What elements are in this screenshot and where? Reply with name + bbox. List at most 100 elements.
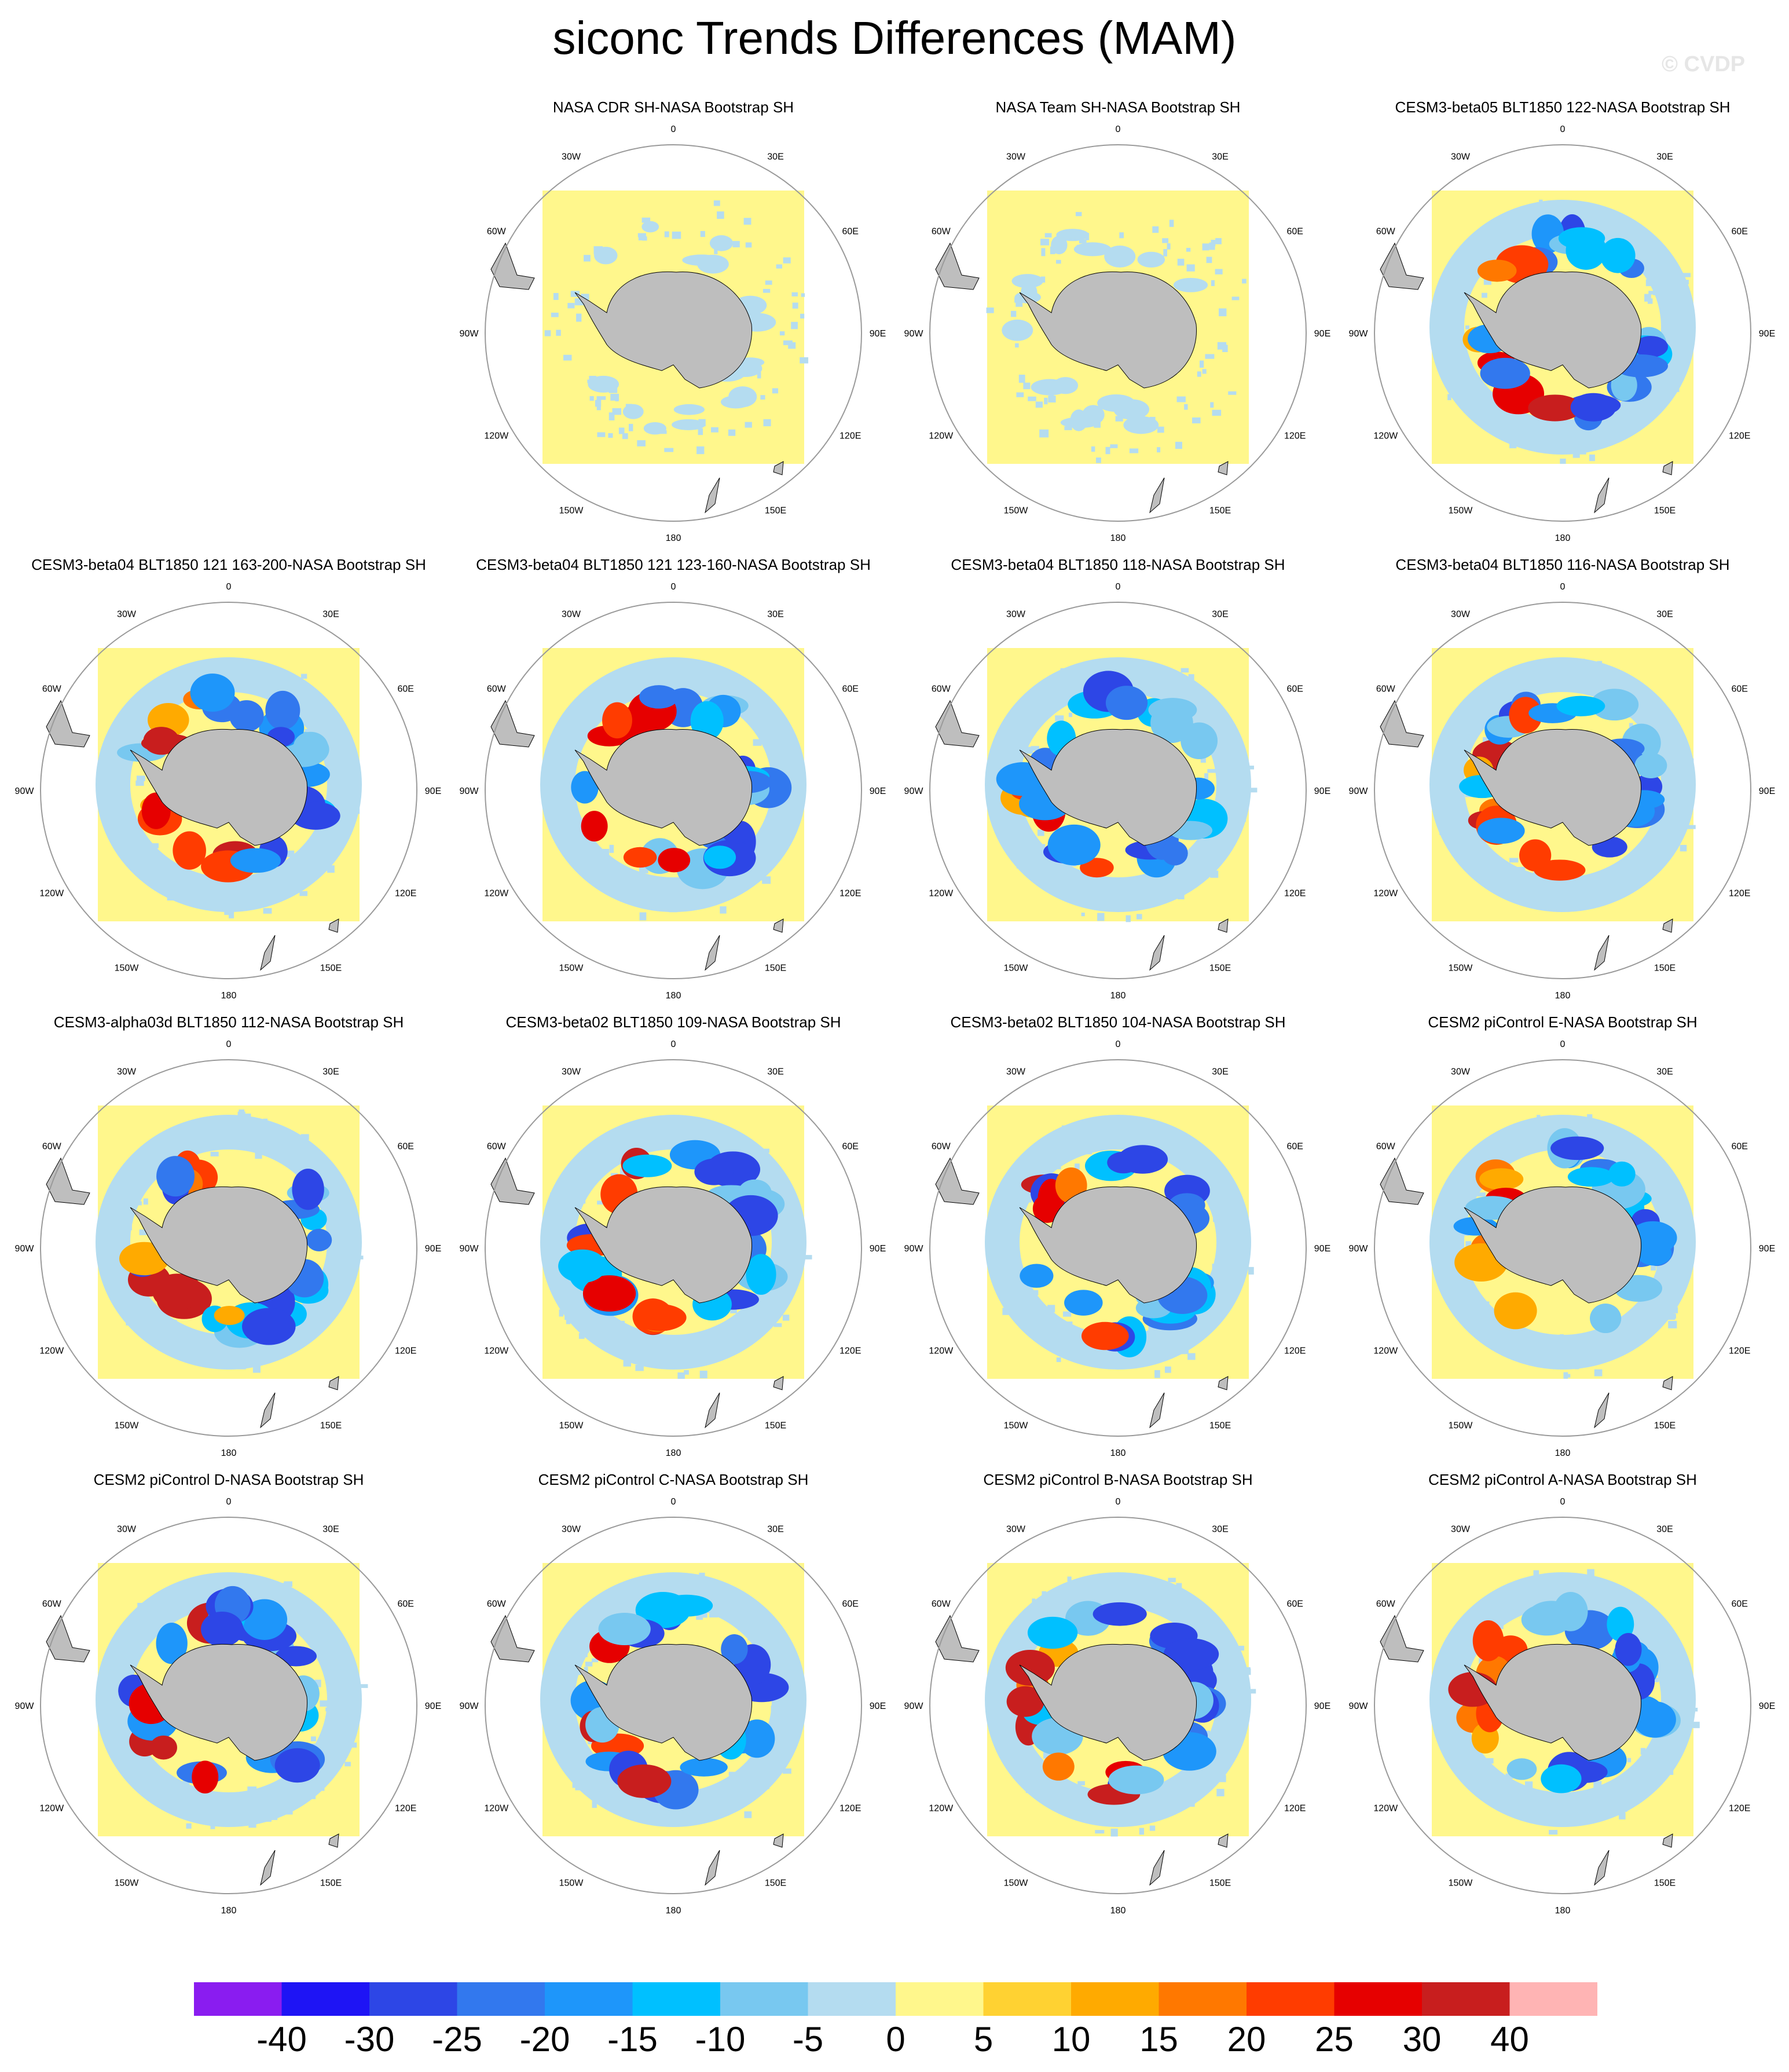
longitude-label: 60W: [932, 227, 951, 237]
antarctica-landmass: [574, 271, 753, 389]
trend-speckle: [344, 1762, 351, 1767]
panel-title: CESM3-beta04 BLT1850 118-NASA Bootstrap …: [951, 556, 1285, 573]
trend-blob: [582, 1275, 636, 1312]
trend-speckle: [1056, 1357, 1061, 1363]
tasmania-landmass: [1662, 1376, 1673, 1390]
trend-blob: [1006, 1686, 1044, 1717]
longitude-label: 90W: [1349, 329, 1369, 339]
longitude-label: 120E: [1729, 1804, 1750, 1814]
longitude-label: 90W: [904, 1701, 924, 1711]
longitude-label: 30W: [1006, 1067, 1026, 1077]
trend-speckle: [1105, 446, 1110, 455]
trend-speckle: [1115, 416, 1123, 422]
longitude-label: 30W: [1006, 1524, 1026, 1534]
longitude-label: 180: [1110, 991, 1126, 1001]
trend-speckle: [1176, 396, 1186, 402]
trend-blob: [1002, 319, 1033, 341]
trend-speckle: [608, 433, 613, 438]
trend-blob: [1056, 229, 1089, 241]
longitude-label: 150W: [115, 964, 140, 973]
trend-halo: [1429, 1572, 1696, 1827]
trend-blob: [690, 701, 724, 741]
panel-title: NASA Team SH-NASA Bootstrap SH: [995, 98, 1241, 116]
longitude-label: 180: [666, 1906, 681, 1916]
trend-speckle: [1187, 1353, 1196, 1360]
longitude-label: 90E: [425, 786, 441, 796]
trend-speckle: [753, 739, 762, 746]
trend-blob: [1494, 1292, 1537, 1330]
longitude-label: 30E: [1656, 1524, 1673, 1534]
trend-speckle: [684, 1370, 689, 1375]
trend-speckle: [581, 294, 589, 300]
map-boundary-circle: [40, 1059, 417, 1437]
longitude-label: 90E: [1759, 1701, 1775, 1711]
antarctica-landmass: [130, 1186, 308, 1304]
trend-blob: [641, 221, 659, 233]
longitude-label: 90E: [1759, 329, 1775, 339]
antarctica-landmass: [1464, 729, 1642, 846]
trend-speckle: [1447, 394, 1451, 401]
trend-speckle: [597, 432, 606, 437]
trend-speckle: [1465, 1241, 1472, 1247]
trend-speckle: [228, 911, 234, 918]
longitude-label: 0: [671, 582, 676, 592]
trend-speckle: [1067, 1576, 1072, 1582]
trend-speckle: [1091, 446, 1095, 452]
trend-speckle: [639, 912, 647, 921]
trend-blob: [639, 685, 679, 709]
longitude-label: 60W: [42, 1599, 62, 1609]
longitude-label: 120E: [1284, 889, 1306, 899]
trend-speckle: [1192, 417, 1201, 424]
trend-speckle: [732, 241, 740, 248]
trend-speckle: [782, 1768, 791, 1774]
trend-blob: [192, 1760, 219, 1794]
panel-title: CESM2 piControl E-NASA Bootstrap SH: [1428, 1013, 1698, 1031]
trend-blob: [1123, 416, 1159, 434]
trend-blob: [746, 1254, 776, 1295]
trend-speckle: [1164, 1366, 1171, 1373]
longitude-label: 180: [1110, 1906, 1126, 1916]
map-boundary-circle: [485, 144, 862, 522]
colorbar-tick-label: -15: [607, 2020, 658, 2059]
trend-speckle: [247, 1786, 257, 1791]
trend-speckle: [1509, 858, 1519, 863]
new-zealand-landmass: [1594, 935, 1610, 971]
trend-speckle: [248, 1823, 256, 1828]
trend-blob: [1011, 274, 1043, 288]
new-zealand-landmass: [260, 935, 276, 971]
trend-anomaly-layer: [544, 200, 809, 455]
trend-speckle: [544, 330, 551, 336]
longitude-label: 120E: [839, 1346, 861, 1356]
longitude-label: 30E: [322, 1524, 339, 1534]
tasmania-landmass: [773, 461, 784, 475]
longitude-label: 120E: [1284, 431, 1306, 441]
trend-speckle: [360, 1684, 368, 1688]
trend-speckle: [1218, 308, 1227, 317]
trend-speckle: [744, 1811, 752, 1818]
trend-speckle: [1482, 292, 1487, 298]
longitude-label: 60W: [932, 684, 951, 694]
trend-speckle: [1077, 1781, 1085, 1785]
trend-halo: [1429, 200, 1696, 455]
trend-speckle: [664, 231, 669, 237]
longitude-label: 120W: [39, 1346, 64, 1356]
trend-speckle: [1043, 1752, 1050, 1759]
longitude-label: 60W: [42, 684, 62, 694]
longitude-label: 60W: [1376, 1599, 1396, 1609]
trend-speckle: [639, 866, 648, 874]
trend-blob: [1113, 399, 1150, 420]
trend-speckle: [1197, 371, 1201, 377]
trend-speckle: [783, 257, 791, 263]
longitude-label: 180: [666, 991, 681, 1001]
longitude-label: 30E: [1212, 1067, 1228, 1077]
trend-speckle: [1209, 242, 1215, 250]
longitude-label: 90E: [1314, 329, 1330, 339]
longitude-label: 150E: [320, 964, 342, 973]
longitude-label: 90W: [15, 1701, 35, 1711]
trend-speckle: [1048, 396, 1056, 403]
trend-speckle: [263, 908, 272, 914]
trend-speckle: [1619, 1812, 1626, 1820]
trend-speckle: [765, 280, 772, 285]
longitude-label: 150W: [1004, 506, 1029, 516]
longitude-label: 60W: [487, 684, 507, 694]
